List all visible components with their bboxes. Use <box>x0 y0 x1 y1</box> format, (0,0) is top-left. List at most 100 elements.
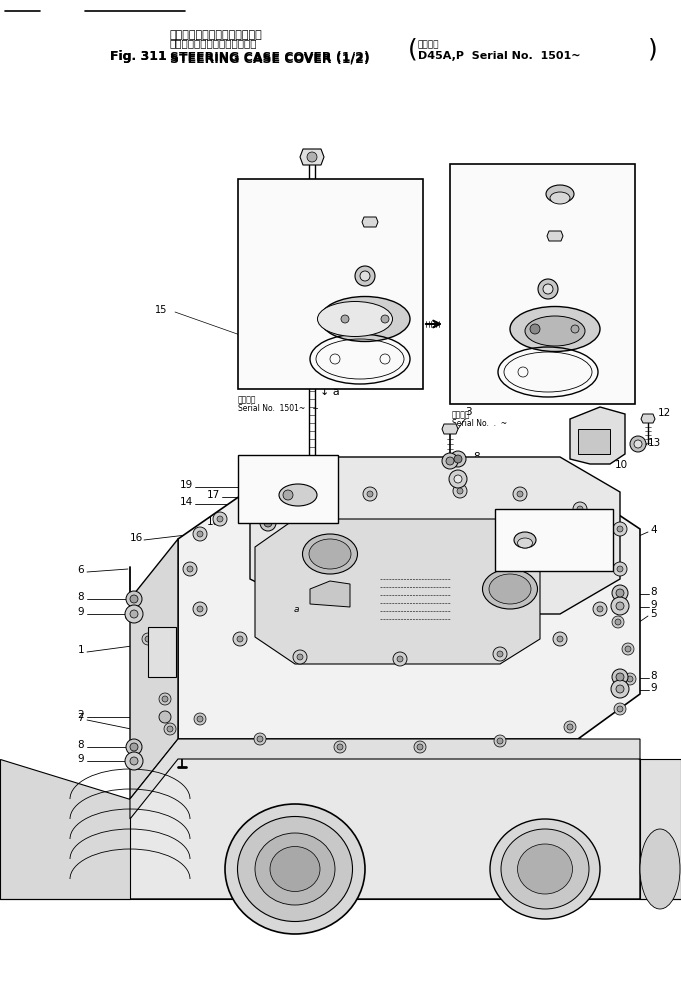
Text: a: a <box>294 605 299 614</box>
Text: 9: 9 <box>78 753 84 763</box>
Ellipse shape <box>514 533 536 549</box>
Text: 17: 17 <box>207 489 220 500</box>
Circle shape <box>237 636 243 642</box>
Circle shape <box>613 563 627 577</box>
Circle shape <box>145 636 151 642</box>
Ellipse shape <box>483 570 537 609</box>
Circle shape <box>130 744 138 751</box>
Polygon shape <box>130 740 640 819</box>
Text: 8: 8 <box>650 586 656 596</box>
Text: 19: 19 <box>180 479 193 489</box>
Text: 8: 8 <box>473 451 479 461</box>
Polygon shape <box>547 232 563 242</box>
Polygon shape <box>300 150 324 166</box>
Polygon shape <box>250 457 620 614</box>
Text: 10: 10 <box>615 459 628 469</box>
Bar <box>238 180 423 390</box>
Text: 7: 7 <box>78 713 84 723</box>
Circle shape <box>597 606 603 612</box>
Text: 15: 15 <box>155 305 168 315</box>
Text: 5: 5 <box>650 608 656 618</box>
Text: 6: 6 <box>78 565 84 575</box>
Polygon shape <box>362 218 378 228</box>
Circle shape <box>538 279 558 300</box>
Text: Serial No.  1501~  +: Serial No. 1501~ + <box>495 583 567 589</box>
Circle shape <box>625 646 631 652</box>
Circle shape <box>630 436 646 452</box>
Polygon shape <box>255 520 540 664</box>
Circle shape <box>260 516 276 532</box>
Circle shape <box>297 654 303 660</box>
Text: 12: 12 <box>658 408 671 417</box>
Text: ): ) <box>648 38 658 62</box>
Circle shape <box>164 724 176 736</box>
Circle shape <box>355 266 375 286</box>
Circle shape <box>259 481 271 493</box>
Circle shape <box>557 636 563 642</box>
Circle shape <box>130 610 138 618</box>
Circle shape <box>616 602 624 610</box>
Text: 適用号機: 適用号機 <box>418 40 439 49</box>
Circle shape <box>125 605 143 623</box>
Circle shape <box>187 567 193 573</box>
Circle shape <box>267 502 273 508</box>
Bar <box>260 491 270 522</box>
Circle shape <box>254 734 266 746</box>
Text: 適用号機: 適用号機 <box>495 575 512 581</box>
Ellipse shape <box>279 484 317 507</box>
Text: STEERING CASE COVER (1/2): STEERING CASE COVER (1/2) <box>170 50 370 63</box>
Polygon shape <box>442 424 458 434</box>
Text: 8: 8 <box>650 670 656 680</box>
Circle shape <box>611 597 629 615</box>
Text: 3: 3 <box>465 407 472 416</box>
Circle shape <box>497 739 503 745</box>
Circle shape <box>624 673 636 685</box>
Circle shape <box>217 517 223 523</box>
Text: 適用号機: 適用号機 <box>432 498 451 507</box>
Circle shape <box>197 606 203 612</box>
Text: 22: 22 <box>255 220 268 230</box>
Circle shape <box>381 316 389 324</box>
Circle shape <box>130 757 138 765</box>
Circle shape <box>513 487 527 502</box>
Ellipse shape <box>309 540 351 570</box>
Circle shape <box>183 563 197 577</box>
Circle shape <box>363 487 377 502</box>
Circle shape <box>622 643 634 655</box>
Bar <box>495 510 613 572</box>
Text: 23: 23 <box>462 282 475 292</box>
Circle shape <box>530 325 540 335</box>
Text: 21: 21 <box>462 365 475 375</box>
Circle shape <box>612 669 628 685</box>
Text: —24: —24 <box>560 533 584 543</box>
Circle shape <box>414 742 426 753</box>
Text: 23: 23 <box>255 272 268 282</box>
Ellipse shape <box>489 575 531 604</box>
Text: 2: 2 <box>78 710 84 720</box>
Ellipse shape <box>255 833 335 906</box>
Text: ↓ a: ↓ a <box>320 387 340 397</box>
Ellipse shape <box>640 829 680 910</box>
Bar <box>238 455 338 524</box>
Circle shape <box>159 693 171 706</box>
Polygon shape <box>130 740 640 900</box>
Text: 20: 20 <box>255 316 268 326</box>
Circle shape <box>564 722 576 734</box>
Text: Serial No.  1501~  +  11: Serial No. 1501~ + 11 <box>432 508 524 517</box>
Text: 1: 1 <box>78 644 84 654</box>
Text: 21: 21 <box>255 356 268 366</box>
Text: 16: 16 <box>248 470 262 480</box>
Text: 14: 14 <box>180 496 193 507</box>
Circle shape <box>360 271 370 281</box>
Circle shape <box>577 507 583 513</box>
Circle shape <box>126 591 142 607</box>
Circle shape <box>334 742 346 753</box>
Circle shape <box>517 491 523 498</box>
Text: 16: 16 <box>130 533 143 543</box>
Circle shape <box>450 451 466 467</box>
Ellipse shape <box>546 186 574 204</box>
Ellipse shape <box>270 847 320 892</box>
Circle shape <box>442 453 458 469</box>
Circle shape <box>449 470 467 488</box>
Circle shape <box>167 727 173 733</box>
